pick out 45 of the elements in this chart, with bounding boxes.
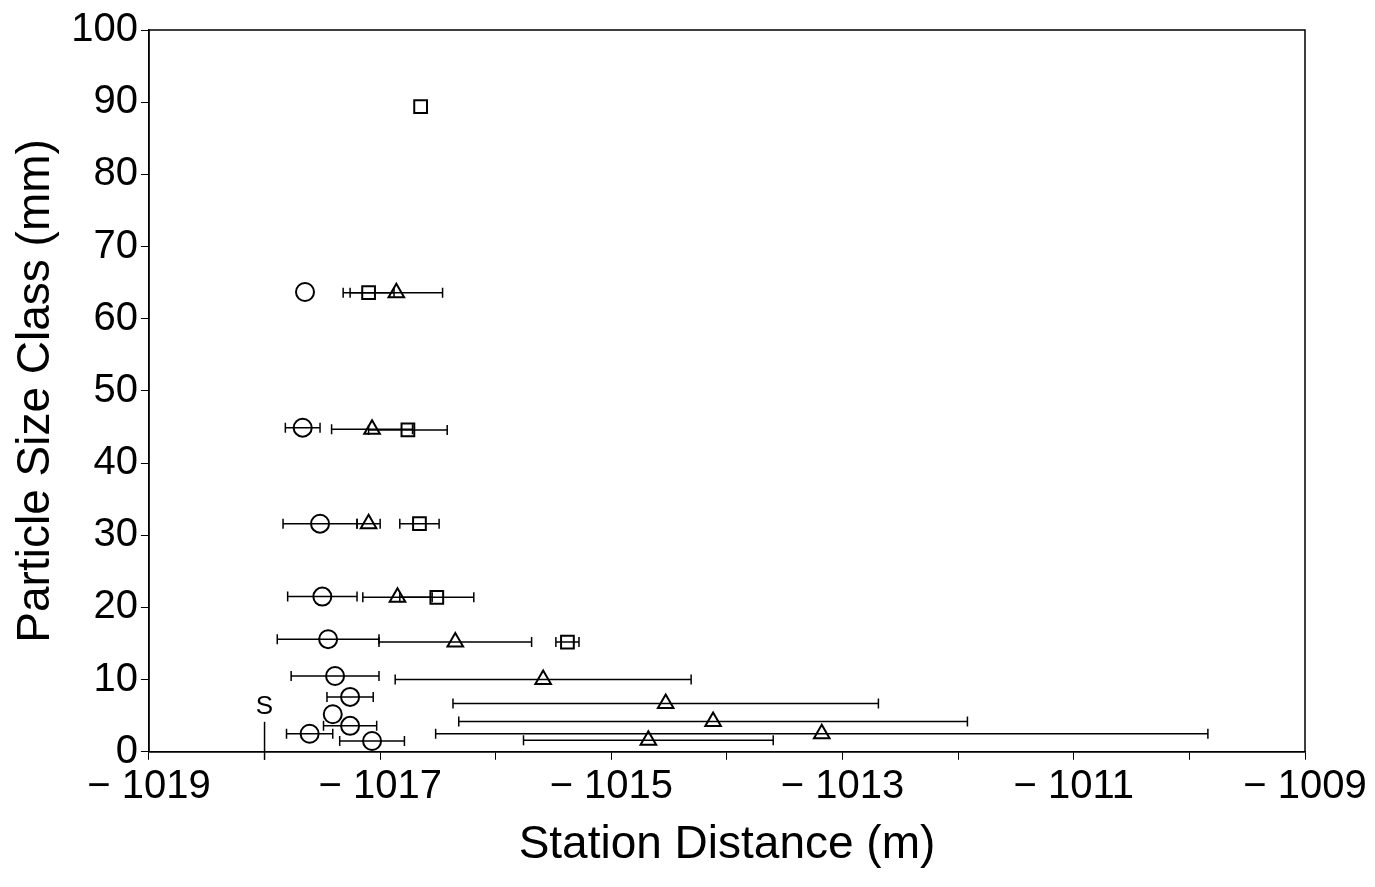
point — [340, 686, 361, 707]
y-tick-label: 60 — [93, 293, 138, 338]
point — [322, 704, 343, 725]
x-axis-title: Station Distance (m) — [518, 816, 936, 869]
point — [295, 282, 316, 303]
x-tick-label: − 1017 — [318, 761, 442, 806]
y-tick-label: 40 — [93, 438, 138, 483]
point — [340, 715, 361, 736]
point — [534, 669, 552, 686]
point — [361, 285, 376, 301]
y-tick-label: 90 — [93, 77, 138, 122]
point — [812, 723, 831, 740]
point — [413, 99, 428, 114]
point — [400, 422, 416, 438]
point — [318, 629, 339, 650]
y-tick-label: 10 — [93, 654, 138, 699]
x-tick-label: − 1013 — [780, 761, 905, 806]
y-tick-label: 70 — [93, 221, 138, 266]
point — [656, 693, 675, 709]
point — [639, 730, 658, 746]
y-tick-label: 80 — [93, 149, 138, 194]
point — [299, 723, 320, 744]
y-tick-label: 20 — [93, 582, 138, 627]
point — [446, 632, 465, 648]
x-tick-label: − 1009 — [1243, 761, 1367, 806]
y-tick-label: 100 — [71, 5, 138, 50]
y-tick-label: 0 — [115, 726, 138, 771]
point — [292, 417, 313, 438]
point — [362, 730, 383, 751]
y-tick-label: 50 — [93, 365, 138, 410]
point — [359, 513, 378, 530]
point — [325, 666, 346, 687]
x-tick-label: − 1011 — [1013, 761, 1135, 806]
point — [310, 513, 331, 534]
y-axis-title: Particle Size Class (mm) — [7, 139, 60, 643]
point — [363, 419, 381, 435]
ref-line-label: S — [255, 689, 274, 720]
point — [429, 589, 445, 605]
y-tick-label: 30 — [93, 510, 138, 555]
point — [704, 711, 722, 727]
point — [388, 587, 407, 603]
point — [312, 586, 333, 607]
point — [560, 634, 575, 650]
point — [412, 516, 427, 532]
x-tick-label: − 1015 — [549, 761, 674, 806]
